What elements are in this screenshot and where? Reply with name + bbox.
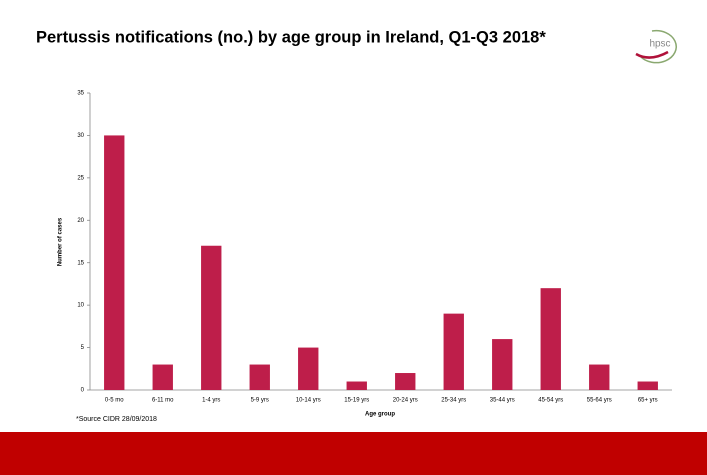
x-tick-label: 0-5 mo [105, 398, 124, 404]
y-tick-label: 5 [81, 345, 85, 351]
x-tick-label: 65+ yrs [638, 398, 658, 404]
x-tick-label: 25-34 yrs [441, 398, 466, 404]
y-tick-label: 35 [77, 91, 84, 97]
y-tick-label: 30 [77, 133, 84, 139]
x-tick-label: 15-19 yrs [344, 398, 369, 404]
chart-title: Pertussis notifications (no.) by age gro… [36, 28, 546, 46]
y-tick-label: 25 [77, 175, 84, 181]
bar [104, 135, 125, 390]
y-tick-label: 15 [77, 260, 84, 266]
bar [589, 364, 610, 390]
bar [395, 373, 416, 390]
x-tick-label: 10-14 yrs [296, 398, 321, 404]
footer-band [0, 432, 707, 475]
bar [637, 381, 658, 390]
logo: hpsc [635, 29, 677, 64]
bar [152, 364, 173, 390]
bar [249, 364, 270, 390]
y-tick-label: 20 [77, 218, 84, 224]
logo-text: hpsc [649, 39, 670, 50]
source-note: *Source CIDR 28/09/2018 [76, 416, 157, 423]
bar [346, 381, 367, 390]
logo-swoosh [635, 50, 669, 59]
y-tick-label: 10 [77, 303, 84, 309]
x-tick-label: 20-24 yrs [393, 398, 418, 404]
x-tick-label: 1-4 yrs [202, 398, 220, 404]
bar [540, 288, 561, 390]
bar [298, 347, 319, 390]
x-tick-label: 55-64 yrs [587, 398, 612, 404]
y-tick-label: 0 [81, 388, 85, 394]
x-tick-label: 45-54 yrs [538, 398, 563, 404]
bar [492, 339, 513, 390]
bar [201, 245, 222, 390]
logo-arc [639, 29, 677, 64]
x-axis-label: Age group [365, 412, 395, 418]
y-axis-label: Number of cases [58, 217, 64, 266]
x-tick-label: 5-9 yrs [251, 398, 269, 404]
bar [443, 313, 464, 390]
x-tick-label: 6-11 mo [152, 398, 174, 404]
x-tick-label: 35-44 yrs [490, 398, 515, 404]
